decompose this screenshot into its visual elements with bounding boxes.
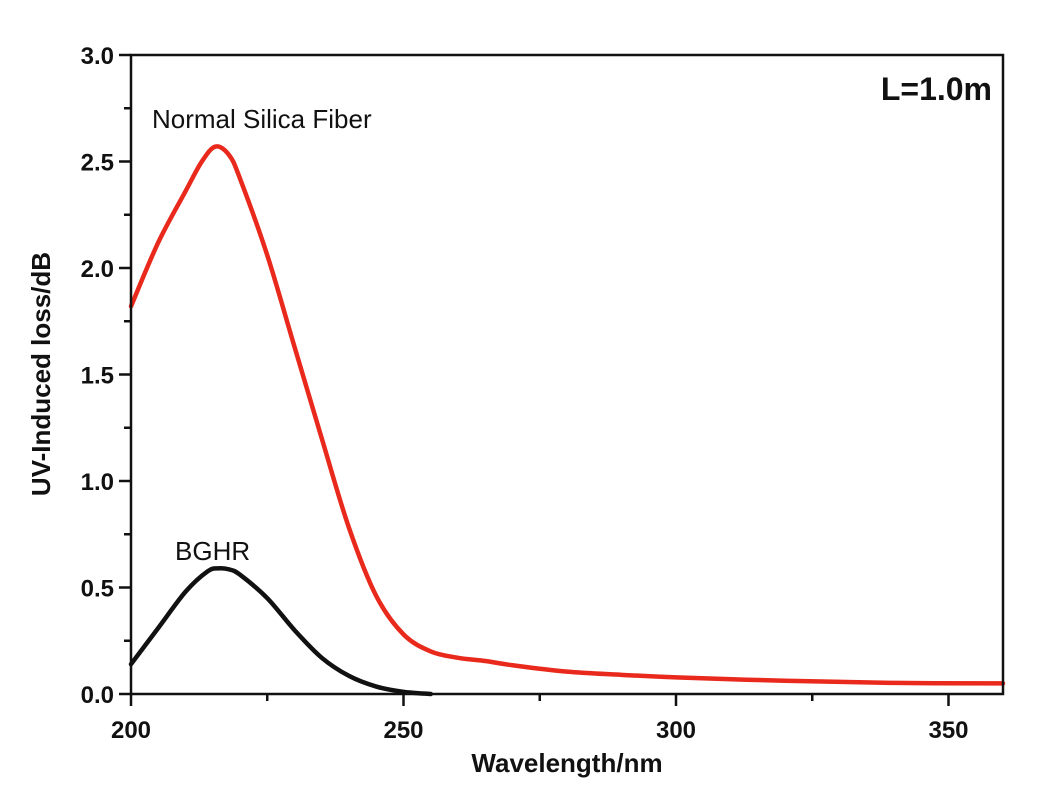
- y-tick-label: 3.0: [81, 43, 114, 70]
- y-tick-label: 0.5: [81, 576, 114, 603]
- series-line-normal-silica-fiber: [128, 144, 1006, 686]
- y-axis-title: UV-Induced loss/dB: [26, 252, 56, 496]
- tick-labels: 200 250 300 350 0.0 0.5 1.0 1.5 2.0 2.5 3.0: [81, 43, 969, 744]
- x-tick-label: 350: [928, 717, 968, 744]
- y-tick-label: 2.5: [81, 150, 114, 177]
- x-tick-label: 250: [383, 717, 423, 744]
- series-label-normal-silica-fiber: Normal Silica Fiber: [152, 104, 372, 134]
- y-tick-label: 2.0: [81, 256, 114, 283]
- x-tick-label: 300: [656, 717, 696, 744]
- y-tick-label: 1.0: [81, 469, 114, 496]
- x-tick-label: 200: [111, 717, 151, 744]
- series-label-bghr: BGHR: [175, 536, 250, 566]
- data-curves: [128, 144, 1006, 697]
- x-axis-title: Wavelength/nm: [471, 748, 662, 778]
- y-tick-label: 0.0: [81, 682, 114, 709]
- series-line-bghr: [128, 565, 433, 697]
- y-tick-label: 1.5: [81, 363, 114, 390]
- plot-frame: [129, 53, 1005, 696]
- axes: [119, 53, 1005, 706]
- length-label: L=1.0m: [881, 71, 992, 107]
